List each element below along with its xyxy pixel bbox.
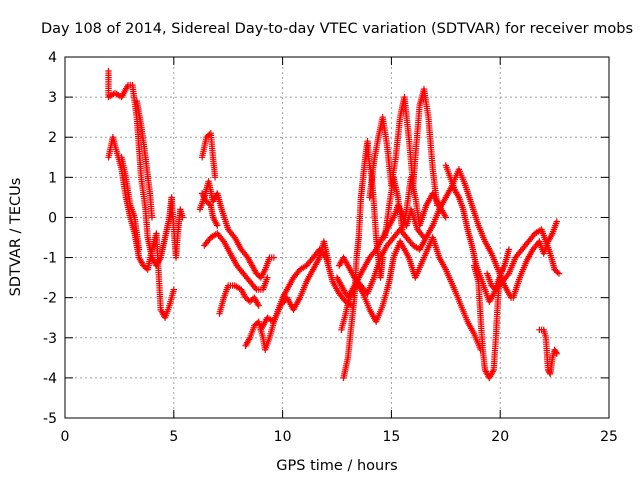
data-point (255, 302, 262, 309)
x-tick-label: 25 (600, 429, 618, 445)
plot-frame (64, 56, 610, 419)
data-point (214, 222, 221, 229)
data-point (179, 214, 186, 221)
data-point (552, 349, 560, 356)
data-point (442, 214, 449, 221)
data-point (325, 258, 332, 265)
y-tick-label: -1 (43, 251, 57, 267)
x-axis-label: GPS time / hours (276, 458, 397, 474)
data-point (148, 214, 156, 221)
y-tick-label: 0 (48, 210, 57, 226)
data-point (554, 269, 561, 276)
data-point (135, 246, 143, 253)
data-point (206, 200, 213, 208)
x-tick-label: 5 (169, 429, 178, 445)
y-tick-label: 4 (48, 50, 57, 66)
tick-labels: 0 5 10 15 20 25 -5 -4 -3 -2 -1 0 1 2 3 4 (43, 50, 618, 445)
data-point (505, 246, 513, 253)
y-tick-label: -4 (43, 371, 57, 387)
x-tick-label: 20 (491, 429, 509, 445)
data-point (553, 218, 560, 225)
x-tick-label: 10 (274, 429, 292, 445)
y-tick-label: -5 (43, 411, 57, 427)
y-tick-label: 3 (48, 90, 57, 106)
x-tick-label: 0 (61, 429, 70, 445)
x-tick-label: 15 (382, 429, 400, 445)
data-point (270, 254, 278, 261)
data-point (555, 270, 563, 277)
y-tick-label: -2 (43, 291, 57, 307)
y-axis-label: SDTVAR / TECUs (8, 178, 24, 297)
chart-title: Day 108 of 2014, Sidereal Day-to-day VTE… (41, 21, 633, 37)
data-point (553, 350, 560, 357)
y-tick-label: 1 (48, 170, 57, 186)
data-point (264, 274, 271, 281)
data-points (105, 67, 563, 382)
y-tick-label: -3 (43, 331, 57, 347)
data-point (170, 286, 177, 293)
y-tick-label: 2 (48, 130, 57, 146)
data-point (211, 174, 219, 181)
